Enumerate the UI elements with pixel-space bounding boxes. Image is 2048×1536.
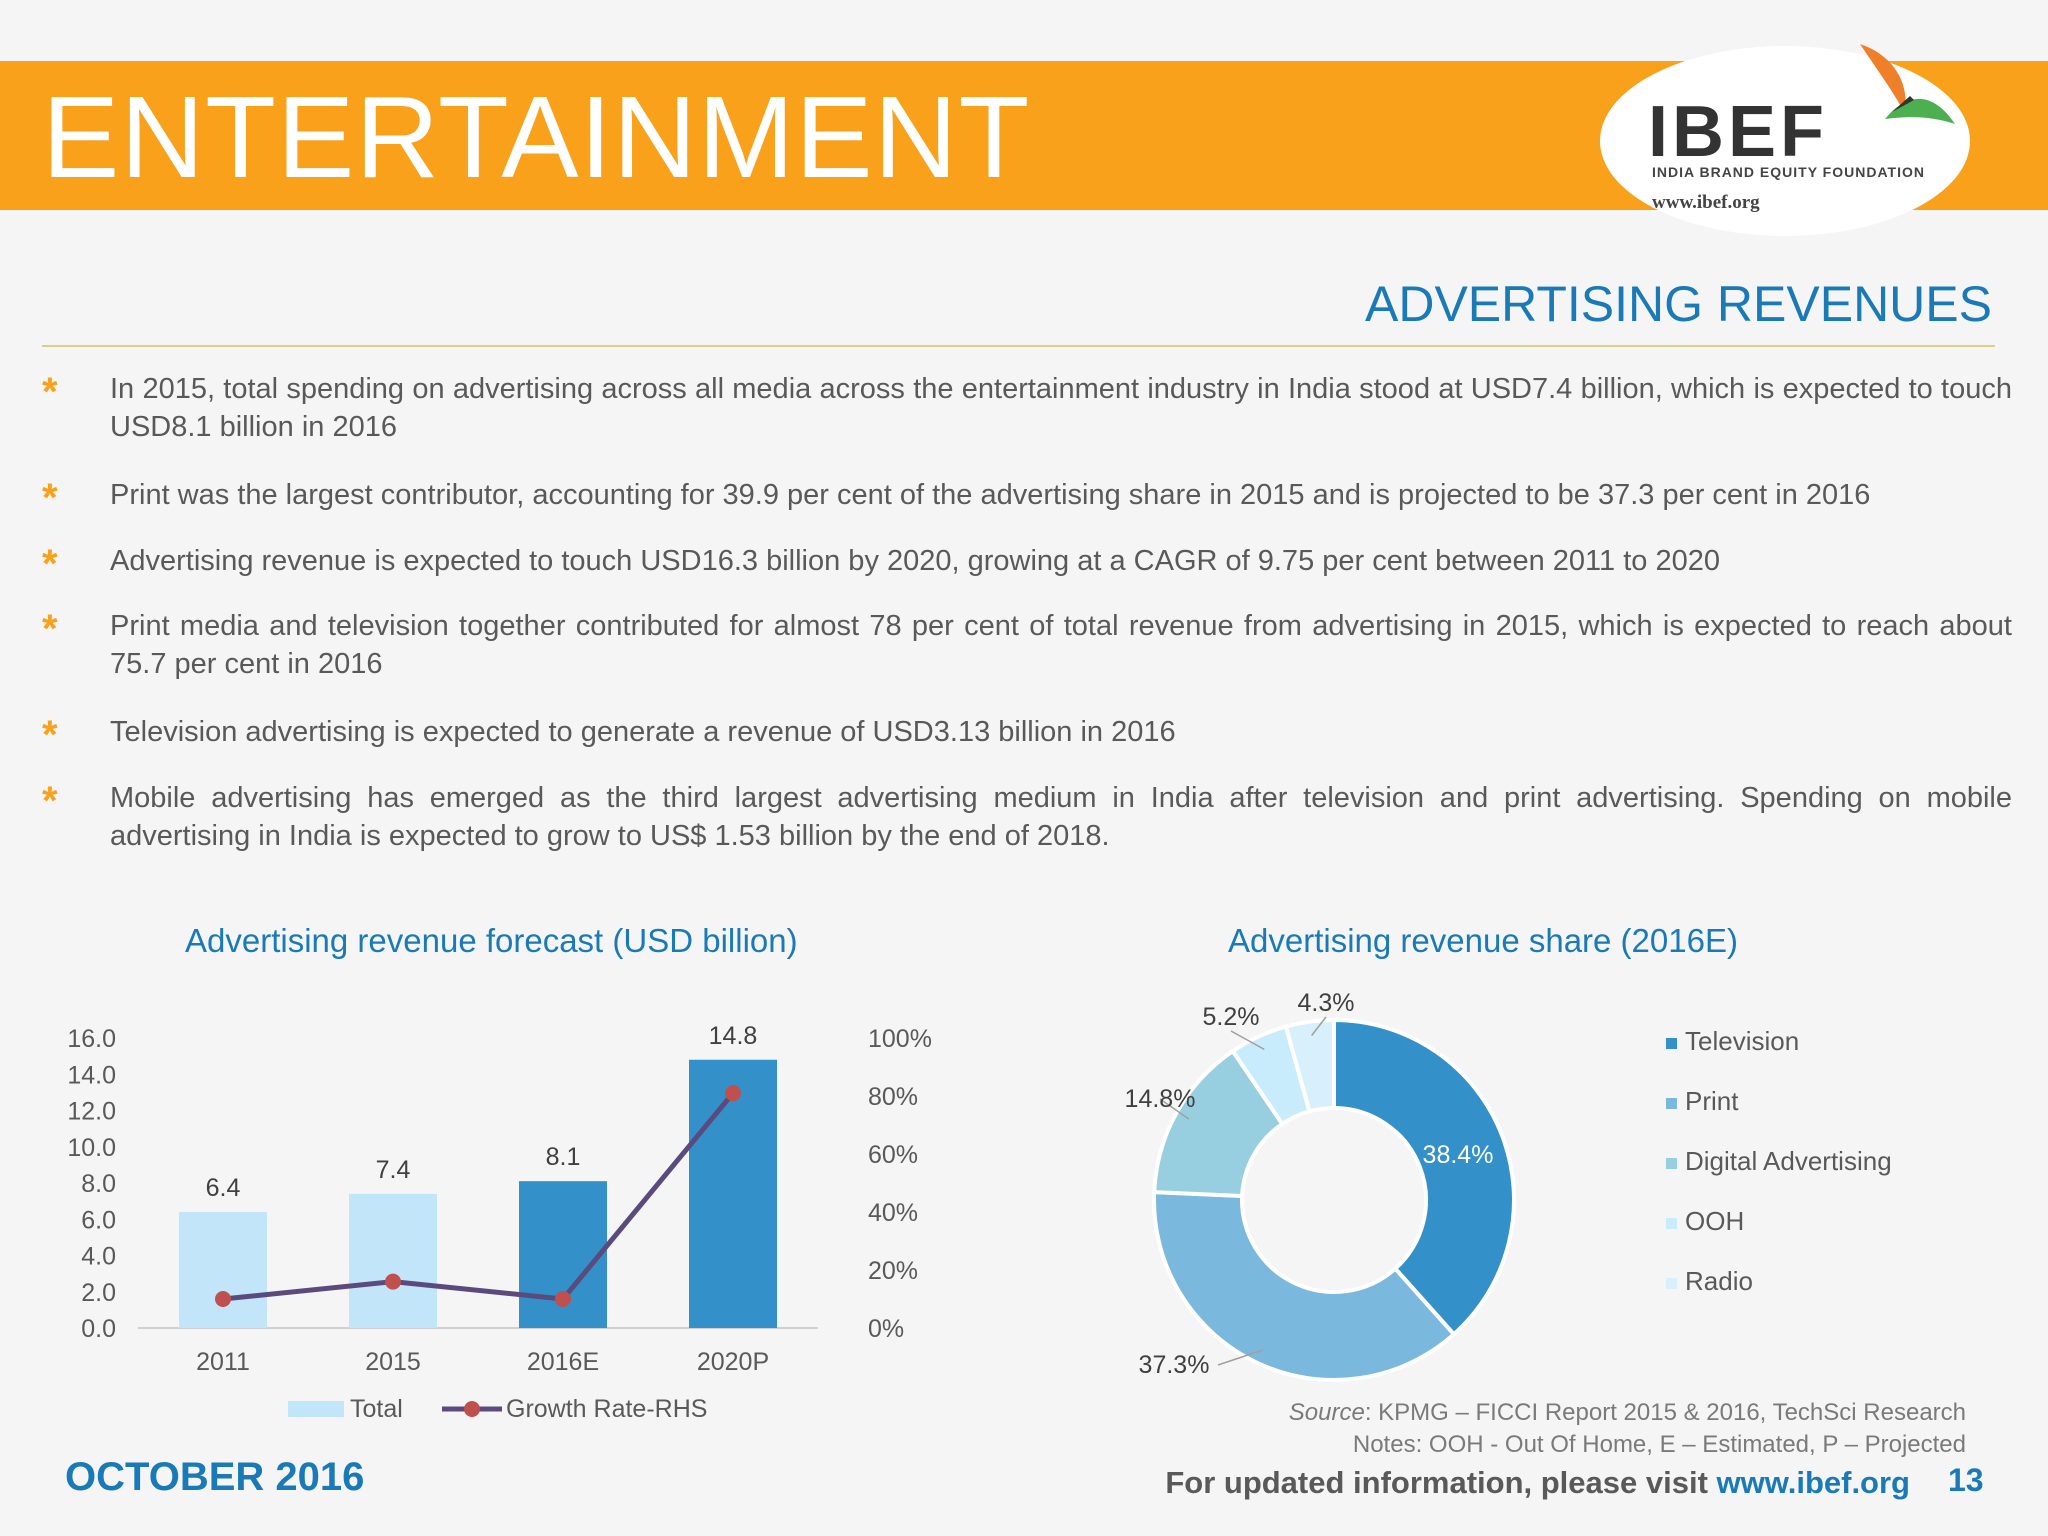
footer-date: OCTOBER 2016 (65, 1455, 365, 1499)
y-tick-label: 14.0 (67, 1061, 116, 1089)
donut-chart: 38.4% 37.3% 14.8% 5.2% 4.3% Television Print Di… (1125, 989, 1892, 1382)
list-item: * In 2015, total spending on advertising … (42, 370, 2012, 446)
donut-data-label: 4.3% (1298, 989, 1355, 1017)
list-item: * Television advertising is expected to g… (42, 713, 1176, 757)
bullet-text: Television advertising is expected to ge… (110, 716, 1176, 748)
y2-tick-label: 80% (868, 1083, 918, 1111)
legend-label: Digital Advertising (1685, 1146, 1892, 1176)
logo-subtitle: INDIA BRAND EQUITY FOUNDATION (1652, 164, 1925, 180)
donut-data-label: 5.2% (1203, 1003, 1260, 1031)
source-note: Source: KPMG – FICCI Report 2015 & 2016,… (1289, 1397, 1966, 1461)
donut-leader-line (1217, 1349, 1264, 1366)
bullet-text: Mobile advertising has emerged as the th… (110, 782, 2012, 852)
y2-tick-label: 20% (868, 1257, 918, 1285)
notes-text: Notes: OOH - Out Of Home, E – Estimated,… (1352, 1431, 1966, 1458)
asterisk-icon: * (42, 542, 58, 586)
donut-chart-title: Advertising revenue share (2016E) (1228, 922, 1738, 959)
legend-swatch (1666, 1218, 1677, 1229)
donut-leader-line (1311, 1016, 1327, 1036)
y-tick-label: 8.0 (81, 1170, 116, 1198)
growth-rate-point (555, 1291, 571, 1307)
growth-rate-point (215, 1291, 231, 1307)
donut-leader-line (1159, 1098, 1190, 1120)
donut-leader-line (1230, 1030, 1265, 1051)
y-tick-label: 0.0 (81, 1315, 116, 1343)
asterisk-icon: * (42, 607, 58, 651)
bullet-text: Print was the largest contributor, accou… (110, 479, 1871, 511)
bar-data-label: 14.8 (709, 1022, 758, 1050)
bullet-text: Print media and television together cont… (110, 610, 2012, 680)
list-item: * Advertising revenue is expected to touc… (42, 542, 1720, 586)
source-text: : KPMG – FICCI Report 2015 & 2016, TechS… (1364, 1399, 1966, 1426)
donut-slice (1152, 1189, 1457, 1382)
donut-data-label: 38.4% (1423, 1141, 1494, 1169)
legend-label: OOH (1685, 1206, 1744, 1236)
y2-tick-label: 100% (868, 1025, 932, 1053)
legend-swatch (1666, 1278, 1677, 1289)
asterisk-icon: * (42, 713, 58, 757)
legend-label: Radio (1685, 1266, 1753, 1296)
donut-slice (1283, 1017, 1336, 1114)
asterisk-icon: * (42, 370, 58, 414)
visit-text: For updated information, please visit (1165, 1465, 1717, 1500)
donut-data-label: 37.3% (1139, 1351, 1210, 1379)
legend-label-total: Total (350, 1395, 403, 1423)
growth-rate-point (725, 1085, 741, 1102)
ibef-logo[interactable]: IBEF INDIA BRAND EQUITY FOUNDATION www.i… (1600, 44, 1970, 236)
y-tick-label: 12.0 (67, 1098, 116, 1126)
legend-swatch-total (288, 1401, 344, 1417)
growth-rate-point (385, 1273, 401, 1290)
section-title: ADVERTISING REVENUES (1364, 276, 1992, 332)
divider (42, 345, 1995, 347)
bar-data-label: 6.4 (206, 1174, 241, 1202)
growth-rate-line (222, 1091, 735, 1302)
y2-tick-label: 40% (868, 1199, 918, 1227)
donut-slice (1332, 1017, 1516, 1338)
bar-chart: 0.0 2.0 4.0 6.0 8.0 10.0 12.0 14.0 16.0 0% 20% 40% 6… (67, 1022, 932, 1423)
x-tick-label: 2015 (365, 1348, 421, 1376)
page-number: 13 (1948, 1462, 1984, 1498)
x-tick-label: 2016E (527, 1348, 599, 1376)
footer-visit: For updated information, please visit ww… (1165, 1465, 1910, 1501)
x-tick-label: 2020P (697, 1348, 769, 1376)
legend-label: Print (1685, 1086, 1739, 1116)
donut-data-label: 14.8% (1125, 1085, 1196, 1113)
list-item: * Mobile advertising has emerged as the t… (42, 779, 2012, 855)
logo-wordmark: IBEF (1648, 92, 1829, 172)
bar-chart-title: Advertising revenue forecast (USD billio… (185, 922, 798, 959)
legend-label-growth: Growth Rate-RHS (506, 1395, 707, 1423)
legend-swatch (1666, 1098, 1677, 1109)
y2-tick-label: 0% (868, 1315, 904, 1343)
y-tick-label: 10.0 (67, 1134, 116, 1162)
bar (689, 1059, 777, 1328)
bar-data-label: 7.4 (376, 1156, 411, 1184)
asterisk-icon: * (42, 779, 58, 823)
y-tick-label: 2.0 (81, 1279, 116, 1307)
visit-link[interactable]: www.ibef.org (1716, 1465, 1910, 1500)
bar (349, 1193, 437, 1328)
y-tick-label: 6.0 (81, 1206, 116, 1234)
bar-data-label: 8.1 (546, 1143, 581, 1171)
y-tick-label: 4.0 (81, 1243, 116, 1271)
logo-url: www.ibef.org (1652, 192, 1760, 213)
list-item: * Print media and television together con… (42, 607, 2012, 683)
legend-swatch (1666, 1038, 1677, 1049)
page-title: ENTERTAINMENT (42, 72, 1031, 202)
list-item: * Print was the largest contributor, acco… (42, 476, 1871, 520)
y-tick-label: 16.0 (67, 1025, 116, 1053)
source-label: Source (1288, 1399, 1365, 1426)
asterisk-icon: * (42, 476, 58, 520)
legend-label: Television (1685, 1026, 1799, 1056)
x-tick-label: 2011 (196, 1348, 250, 1376)
bar (179, 1212, 267, 1328)
bird-logo-icon (1860, 44, 1955, 124)
y2-tick-label: 60% (868, 1141, 918, 1169)
legend-swatch (1666, 1158, 1677, 1169)
bullet-text: In 2015, total spending on advertising a… (110, 373, 2012, 443)
legend-marker-growth (464, 1401, 480, 1417)
bullet-text: Advertising revenue is expected to touch… (110, 545, 1720, 577)
